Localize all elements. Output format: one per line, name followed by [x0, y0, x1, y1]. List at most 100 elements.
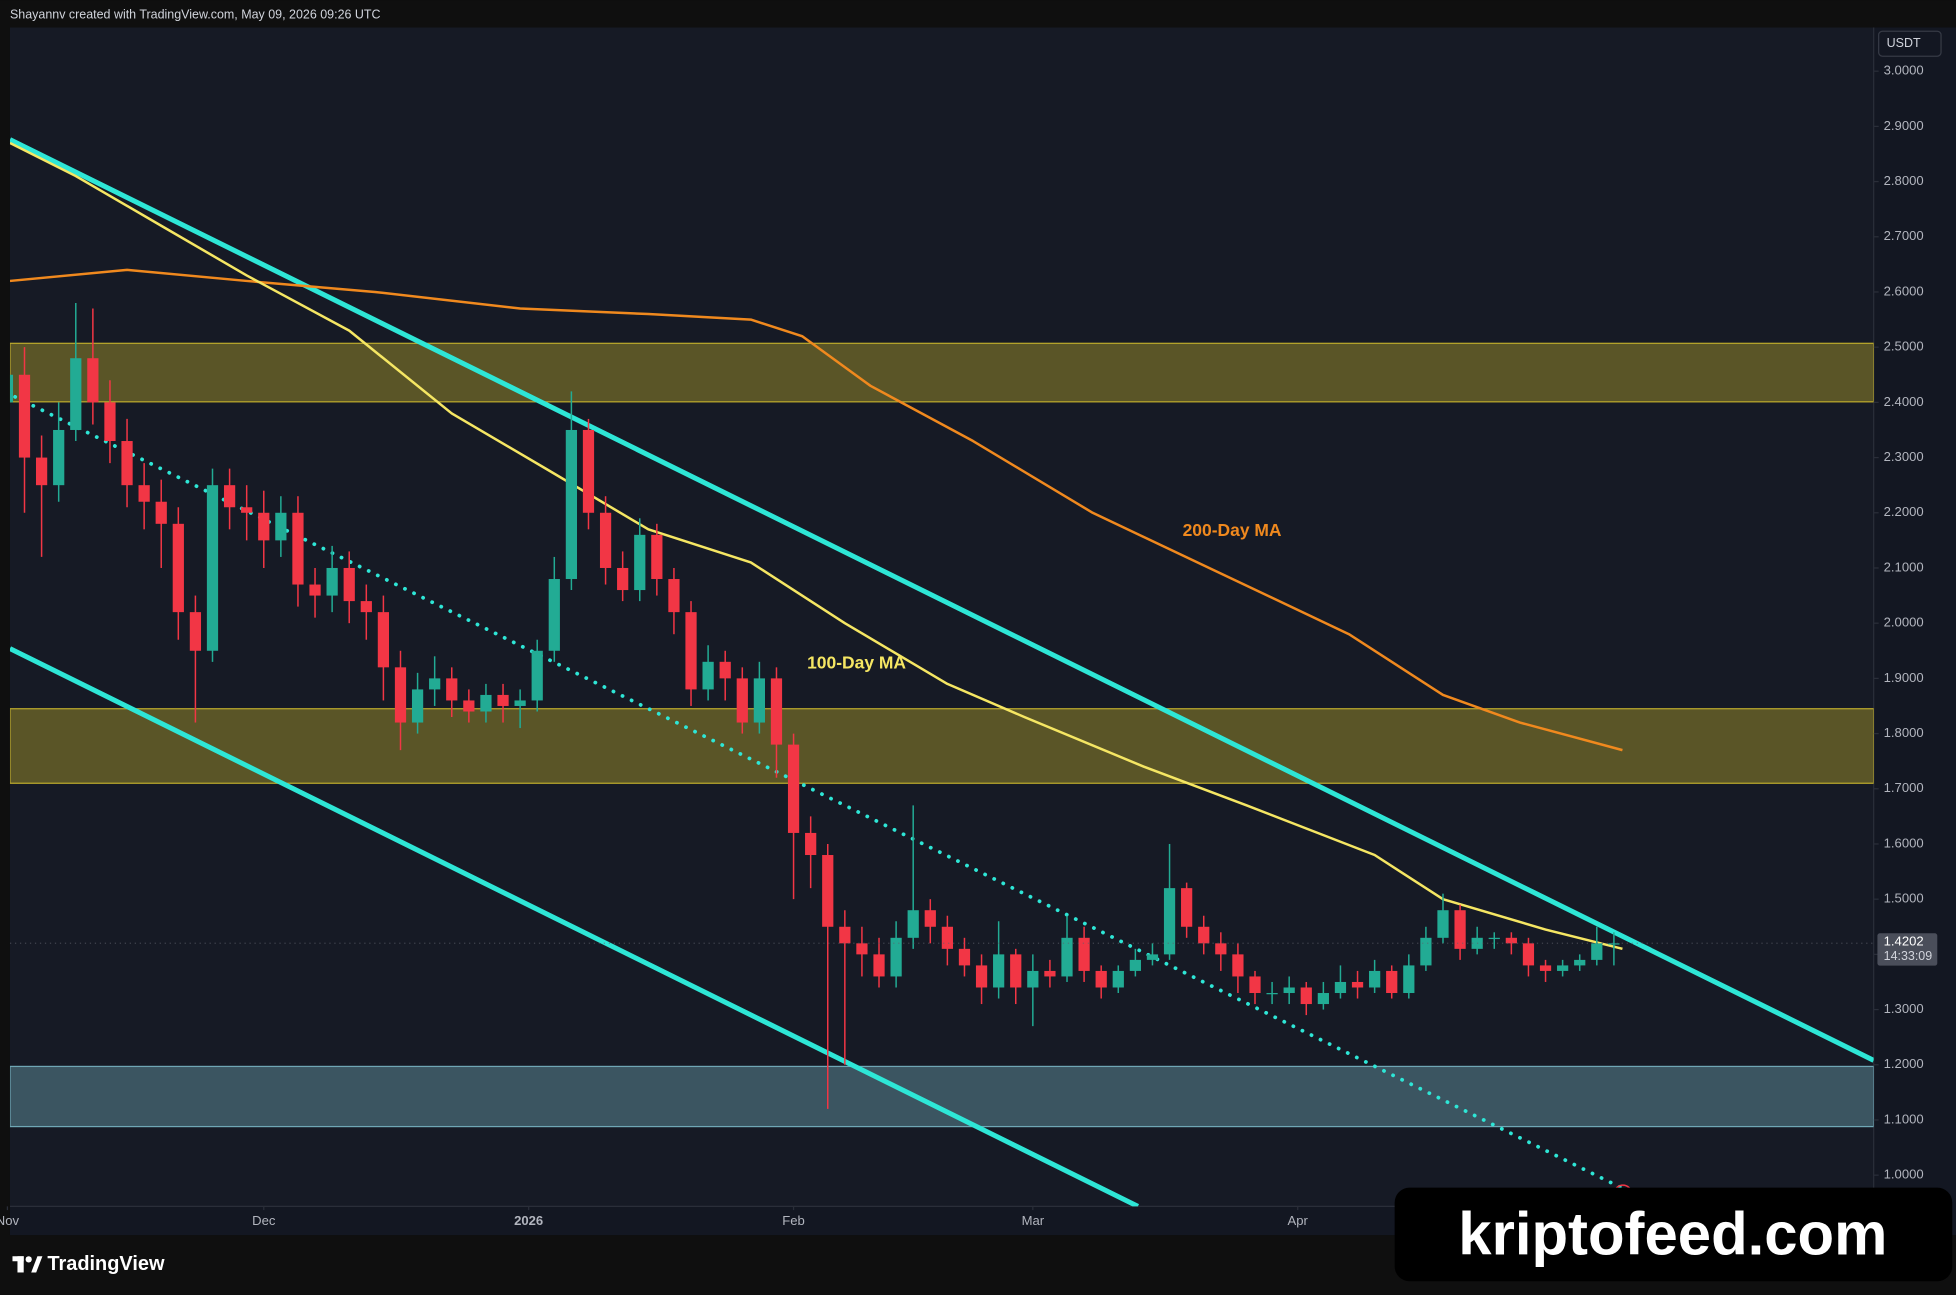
candle-body	[907, 910, 919, 938]
candle-body	[411, 689, 424, 723]
candle-body	[1198, 926, 1210, 944]
candle-body	[1608, 943, 1620, 945]
y-tick-label: 2.6000	[1884, 283, 1924, 298]
candle-body	[1403, 965, 1415, 994]
candle-body	[1591, 943, 1603, 960]
x-tick-label: Dec	[252, 1213, 276, 1228]
countdown: 14:33:09	[1884, 949, 1933, 963]
candle-body	[1044, 970, 1056, 977]
candle-body	[1300, 987, 1312, 1005]
candle-body	[993, 954, 1005, 988]
candle-body	[9, 374, 14, 403]
candle-body	[258, 512, 270, 541]
watermark-box	[1394, 1187, 1953, 1282]
moving-average	[9, 141, 1623, 951]
zone	[9, 708, 1874, 784]
candle-body	[292, 512, 304, 585]
candle-body	[719, 661, 731, 679]
candle-body	[377, 612, 390, 668]
candle-body	[18, 374, 31, 458]
last-price-label: 1.4202	[1884, 933, 1924, 948]
candle-body	[309, 584, 321, 596]
zone	[9, 342, 1874, 403]
last-price-box	[1877, 933, 1938, 966]
candle-body	[599, 512, 612, 568]
y-tick-label: 3.0000	[1884, 63, 1924, 78]
y-tick-label: 1.8000	[1884, 725, 1924, 740]
candle-body	[429, 678, 441, 690]
candle-body	[805, 832, 817, 856]
candle-body	[702, 661, 714, 690]
candle-body	[1334, 981, 1347, 994]
candle-body	[1027, 970, 1039, 988]
y-tick-label: 1.2000	[1884, 1056, 1924, 1071]
candle-body	[975, 965, 988, 988]
candle-body	[87, 358, 99, 403]
candle-body	[617, 567, 629, 591]
zone	[9, 1065, 1874, 1128]
y-tick-label: 2.8000	[1884, 173, 1924, 188]
candle-body	[924, 910, 936, 927]
candle-body	[70, 358, 82, 430]
y-tick-label: 2.2000	[1884, 504, 1924, 519]
candle-body	[138, 485, 150, 502]
candle-body	[651, 534, 663, 580]
candle-body	[206, 485, 219, 651]
y-tick-label: 1.5000	[1884, 891, 1924, 906]
candle-body	[326, 567, 338, 596]
y-tick-label: 2.4000	[1884, 394, 1924, 409]
candle-body	[1266, 993, 1278, 995]
candle-body	[1112, 970, 1124, 988]
candle-body	[360, 601, 372, 613]
x-tick-label: 2026	[514, 1213, 543, 1228]
candle-body	[275, 512, 287, 541]
candle-body	[1369, 970, 1381, 988]
y-tick-label: 1.6000	[1884, 835, 1924, 850]
candle-body	[873, 954, 885, 977]
candle-body	[958, 948, 971, 966]
candle-body	[1505, 937, 1517, 944]
x-tick-label: Mar	[1022, 1213, 1045, 1228]
candle-body	[1163, 888, 1176, 955]
candle-body	[634, 534, 646, 591]
logo-part	[25, 1256, 32, 1263]
candle-body	[1437, 910, 1449, 938]
candle-body	[1232, 954, 1244, 977]
y-tick-label: 1.9000	[1884, 670, 1924, 685]
candle-body	[1215, 943, 1227, 955]
candle-body	[1454, 910, 1466, 949]
candle-body	[463, 700, 475, 712]
moving-average	[9, 268, 1623, 752]
ma-label: 200-Day MA	[1183, 520, 1282, 540]
candle-body	[1557, 965, 1569, 971]
ma-label: 100-Day MA	[807, 652, 906, 672]
y-tick-label: 2.5000	[1884, 339, 1924, 354]
candle-body	[582, 429, 595, 513]
brand: TradingView	[47, 1253, 165, 1275]
candle-body	[1522, 943, 1535, 966]
candle-body	[1181, 888, 1193, 927]
candle-body	[531, 650, 543, 701]
price-axis	[1873, 27, 1956, 1236]
y-tick-label: 1.3000	[1884, 1001, 1924, 1016]
x-tick-label: Nov	[0, 1213, 20, 1228]
candle-body	[753, 678, 765, 723]
watermark: kriptofeed.com	[1458, 1201, 1887, 1268]
y-tick-label: 2.7000	[1884, 228, 1924, 243]
candle-body	[189, 612, 202, 651]
candle-body	[480, 694, 492, 712]
candle-body	[787, 744, 800, 833]
candle-body	[514, 700, 526, 706]
x-tick-label: Apr	[1288, 1213, 1309, 1228]
y-tick-label: 2.0000	[1884, 615, 1924, 630]
candle-body	[1351, 981, 1364, 988]
y-tick-label: 2.1000	[1884, 559, 1924, 574]
candle-body	[856, 943, 868, 955]
y-tick-label: 1.7000	[1884, 780, 1924, 795]
candle-body	[890, 937, 902, 977]
footer: TradingView	[12, 1253, 165, 1275]
candle-body	[1386, 970, 1398, 994]
candle-body	[343, 567, 355, 602]
